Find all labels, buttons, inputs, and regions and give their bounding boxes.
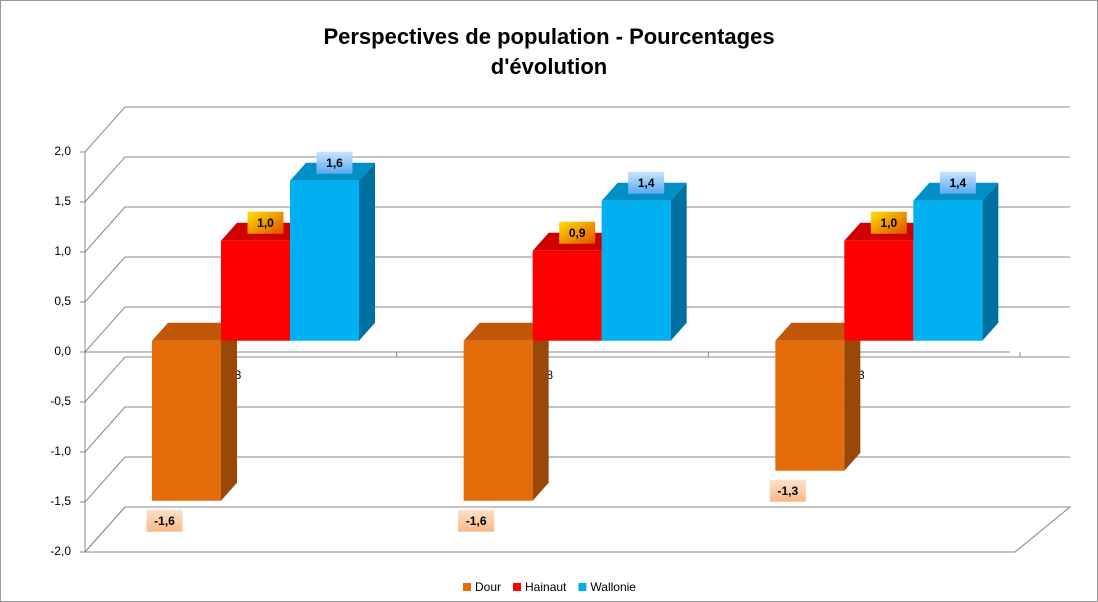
- grid-line: [84, 356, 1070, 403]
- value-label-box: [316, 151, 353, 174]
- y-tick-label: 0,0: [54, 344, 71, 358]
- value-label: 0,9: [569, 226, 586, 240]
- grid-line: [84, 506, 1070, 553]
- grid-line: [84, 456, 1070, 503]
- bar: [532, 250, 602, 341]
- bar-top: [463, 322, 549, 341]
- value-label: -1,6: [466, 514, 487, 528]
- bar-side: [844, 322, 861, 471]
- bar-side: [532, 322, 549, 501]
- bar-top: [775, 322, 861, 341]
- legend-label: Hainaut: [525, 580, 567, 594]
- grid-line: [84, 106, 1070, 153]
- y-tick-label: -1,0: [50, 444, 71, 458]
- y-tick-label: 1,0: [54, 244, 71, 258]
- bar-side: [982, 182, 999, 341]
- bar: [601, 200, 671, 341]
- value-label: 1,4: [949, 176, 966, 190]
- value-label-box: [939, 171, 976, 194]
- bar-side: [670, 182, 687, 341]
- bar: [152, 340, 221, 501]
- grid-line: [84, 406, 1070, 453]
- bar-side: [359, 162, 375, 341]
- y-tick-label: -1,5: [50, 494, 71, 508]
- value-label-box: [559, 221, 596, 244]
- grid-line: [84, 306, 1070, 353]
- y-tick-label: 1,5: [54, 194, 71, 208]
- value-label-box: [628, 171, 665, 194]
- value-label-box: [247, 211, 284, 234]
- legend-swatch: [578, 583, 587, 591]
- value-label-box: [146, 509, 183, 532]
- bar: [221, 240, 290, 341]
- value-label: 1,6: [326, 156, 343, 170]
- value-label-box: [870, 211, 907, 234]
- legend-swatch: [513, 583, 522, 591]
- value-label: -1,3: [777, 484, 798, 498]
- grid-line: [84, 156, 1070, 203]
- value-label: -1,6: [154, 514, 175, 528]
- legend-label: Wallonie: [590, 580, 636, 594]
- bar-side: [221, 322, 237, 501]
- bar: [463, 340, 533, 501]
- chart-title: Perspectives de population - Pourcentage…: [323, 24, 775, 79]
- value-label: 1,0: [257, 216, 274, 230]
- grid-line: [84, 206, 1070, 253]
- value-label-box: [458, 509, 495, 532]
- bar: [775, 340, 845, 471]
- legend-swatch: [463, 583, 471, 591]
- value-label: 1,0: [880, 216, 897, 230]
- y-tick-label: -2,0: [50, 544, 71, 558]
- y-tick-label: 0,5: [54, 294, 71, 308]
- y-tick-label: -0,5: [50, 394, 71, 408]
- grid-line: [84, 256, 1070, 303]
- legend-label: Dour: [475, 580, 501, 594]
- bar: [290, 180, 359, 341]
- value-label: 1,4: [638, 176, 655, 190]
- bar-top: [152, 322, 237, 341]
- bar: [913, 200, 983, 341]
- value-label-box: [769, 479, 806, 502]
- bar: [844, 240, 914, 341]
- y-tick-label: 2,0: [54, 144, 71, 158]
